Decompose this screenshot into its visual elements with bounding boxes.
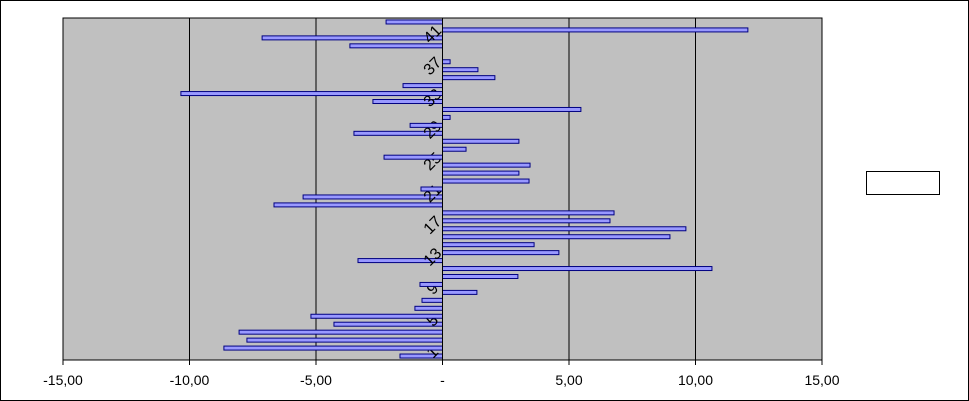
bar <box>261 35 443 41</box>
bar <box>442 59 451 65</box>
bar <box>442 170 520 176</box>
x-tick-label: 5,00 <box>555 372 582 388</box>
bar <box>442 250 560 256</box>
bar <box>223 345 443 351</box>
bar <box>442 266 713 272</box>
bar <box>442 67 479 73</box>
bar <box>442 289 478 295</box>
bar <box>442 210 615 216</box>
bar <box>442 146 467 152</box>
bar <box>409 122 443 128</box>
bar <box>310 313 443 319</box>
bar <box>333 321 444 327</box>
bar <box>442 114 451 120</box>
bar <box>442 27 749 33</box>
bar <box>383 154 444 160</box>
x-tick-label: -10,00 <box>170 372 210 388</box>
bar <box>414 305 444 311</box>
x-tick-label: - <box>440 372 445 388</box>
bar <box>442 218 611 224</box>
legend <box>866 171 940 195</box>
bar <box>402 83 444 89</box>
bar <box>349 43 444 49</box>
bar <box>273 202 444 208</box>
bar <box>442 242 535 248</box>
bar <box>442 273 519 279</box>
bar <box>421 297 443 303</box>
x-tick-label: 15,00 <box>804 372 839 388</box>
bar <box>442 106 582 112</box>
bar <box>180 91 443 97</box>
x-tick-label: -5,00 <box>300 372 332 388</box>
x-tick-label: -15,00 <box>43 372 83 388</box>
bar <box>238 329 443 335</box>
bar <box>419 281 444 287</box>
bar <box>385 19 443 25</box>
bar <box>442 226 687 232</box>
bar <box>442 162 531 168</box>
bar <box>442 138 520 144</box>
x-tick-label: 10,00 <box>678 372 713 388</box>
bar <box>442 75 496 81</box>
bar <box>442 178 530 184</box>
bar <box>420 186 443 192</box>
bar <box>442 234 671 240</box>
bar <box>246 337 443 343</box>
